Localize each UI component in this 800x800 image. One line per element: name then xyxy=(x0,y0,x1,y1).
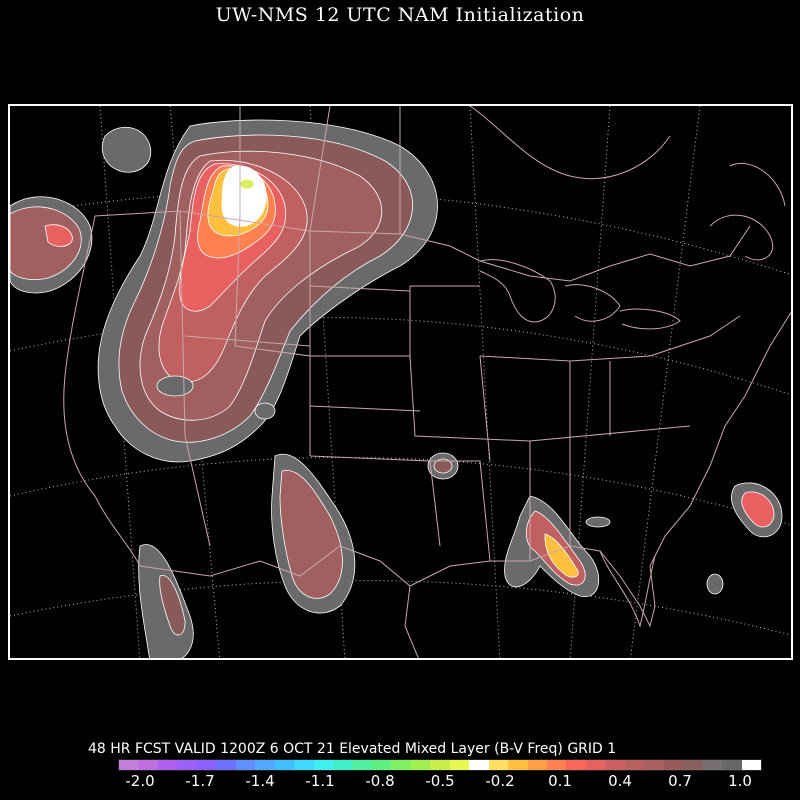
colorbar-tick-label: -1.1 xyxy=(305,772,335,790)
colorbar-tick-label: 0.7 xyxy=(668,772,692,790)
colorbar-cell xyxy=(741,760,761,770)
colorbar-cell xyxy=(527,760,547,770)
colorbar-cell xyxy=(566,760,586,770)
map-panel xyxy=(8,104,793,660)
colorbar-tick-label: -2.0 xyxy=(125,772,155,790)
chart-title: UW-NMS 12 UTC NAM Initialization xyxy=(215,4,585,26)
colorbar-tick-label: 1.0 xyxy=(728,772,752,790)
colorbar-cell xyxy=(294,760,314,770)
colorbar-cell xyxy=(722,760,742,770)
colorbar-cell xyxy=(410,760,431,770)
map-canvas xyxy=(10,106,791,658)
colorbar-cell xyxy=(274,760,295,770)
colorbar-cell xyxy=(488,760,509,770)
colorbar-cell xyxy=(196,760,217,770)
colorbar-tick-label: -1.7 xyxy=(185,772,215,790)
colorbar-cell xyxy=(119,760,139,770)
colorbar-cell xyxy=(663,760,684,770)
colorbar-cell xyxy=(605,760,625,770)
colorbar-cell xyxy=(216,760,236,770)
color-scale-labels: -2.0 -1.7 -1.4 -1.1 -0.8 -0.5 -0.2 0.1 0.4 0.7 1.0 xyxy=(118,772,760,790)
colorbar-cell xyxy=(391,760,411,770)
colorbar-cell xyxy=(177,760,197,770)
eml-contours xyxy=(10,119,783,658)
colorbar-tick-label: 0.4 xyxy=(608,772,632,790)
colorbar-cell xyxy=(449,760,470,770)
colorbar-cell xyxy=(157,760,178,770)
colorbar-cell xyxy=(235,760,256,770)
colorbar-cell xyxy=(352,760,372,770)
colorbar-cell xyxy=(644,760,664,770)
colorbar-cell xyxy=(138,760,158,770)
color-scale-bar xyxy=(118,759,762,771)
colorbar-cell xyxy=(469,760,489,770)
colorbar-cell xyxy=(371,760,392,770)
colorbar-cell xyxy=(683,760,703,770)
colorbar-tick-label: -0.2 xyxy=(485,772,515,790)
colorbar-tick-label: 0.1 xyxy=(548,772,572,790)
eml-west-peak xyxy=(221,165,267,227)
colorbar-tick-label: -0.5 xyxy=(425,772,455,790)
colorbar-cell xyxy=(332,760,353,770)
colorbar-cell xyxy=(430,760,450,770)
colorbar-cell xyxy=(255,760,275,770)
colorbar-tick-label: -0.8 xyxy=(365,772,395,790)
forecast-caption: 48 HR FCST VALID 1200Z 6 OCT 21 Elevated… xyxy=(88,741,617,757)
colorbar-cell xyxy=(624,760,645,770)
colorbar-cell xyxy=(702,760,723,770)
colorbar-tick-label: -1.4 xyxy=(245,772,275,790)
colorbar-cell xyxy=(508,760,528,770)
political-borders xyxy=(63,106,791,658)
colorbar-cell xyxy=(313,760,333,770)
colorbar-cell xyxy=(546,760,567,770)
colorbar-cell xyxy=(585,760,606,770)
